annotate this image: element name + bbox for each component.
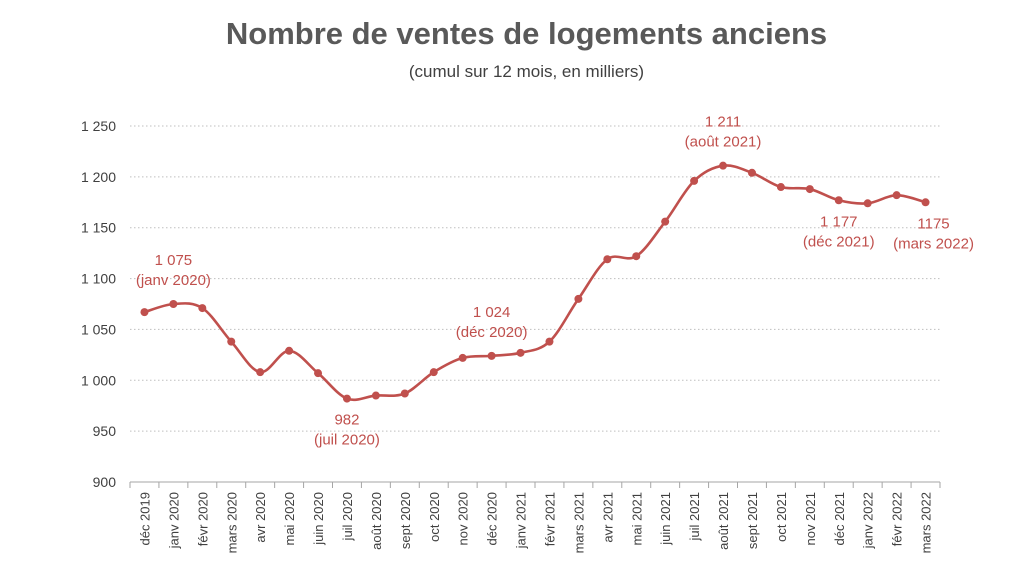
data-label-date: (juil 2020): [314, 432, 380, 449]
y-tick-label: 1 000: [81, 372, 116, 388]
x-tick-label: déc 2021: [832, 492, 847, 546]
data-point: [140, 308, 149, 317]
x-tick-label: oct 2021: [774, 492, 789, 542]
data-label-value: 1 075: [155, 252, 193, 269]
chart-title: Nombre de ventes de logements anciens: [225, 16, 828, 51]
data-point: [632, 252, 641, 261]
x-tick-label: août 2020: [369, 492, 384, 550]
x-tick-label: janv 2021: [514, 492, 529, 549]
x-tick-label: déc 2020: [485, 492, 500, 545]
x-tick-label: mai 2020: [282, 492, 297, 545]
data-point: [285, 346, 294, 355]
x-tick-label: déc 2019: [137, 492, 152, 546]
x-tick-label: juin 2021: [658, 492, 673, 546]
data-label-date: (août 2021): [685, 134, 762, 151]
data-label-date: (déc 2020): [456, 324, 528, 341]
y-tick-label: 1 100: [81, 271, 116, 287]
data-point: [487, 351, 496, 360]
x-tick-label: mars 2020: [224, 492, 239, 553]
x-tick-label: avr 2021: [600, 492, 615, 543]
x-tick-label: mars 2021: [571, 492, 586, 553]
data-label-value: 982: [334, 412, 359, 429]
data-point: [458, 353, 467, 362]
y-tick-label: 950: [93, 423, 117, 439]
x-tick-label: nov 2020: [456, 492, 471, 545]
data-label-value: 1 177: [820, 213, 858, 230]
data-label-date: (déc 2021): [803, 233, 875, 250]
x-tick-label: janv 2022: [861, 492, 876, 549]
data-point: [921, 198, 930, 207]
data-label-value: 1 211: [705, 114, 741, 131]
data-point: [227, 337, 236, 346]
data-point: [198, 304, 207, 313]
y-tick-label: 1 250: [81, 118, 116, 134]
x-tick-label: janv 2020: [166, 492, 181, 549]
y-tick-label: 900: [93, 474, 117, 490]
x-tick-label: mai 2021: [629, 492, 644, 545]
x-tick-label: sept 2020: [398, 492, 413, 549]
x-tick-label: nov 2021: [803, 492, 818, 546]
data-point: [574, 294, 583, 303]
data-point: [603, 255, 612, 264]
data-point: [314, 369, 323, 378]
data-point: [834, 196, 843, 205]
data-point: [805, 185, 814, 194]
data-point: [429, 368, 438, 377]
data-point: [371, 391, 380, 400]
data-point: [719, 161, 728, 170]
data-point: [661, 217, 670, 226]
x-tick-label: juin 2020: [311, 492, 326, 546]
data-point: [169, 300, 178, 308]
data-point: [892, 191, 901, 200]
series-line: [143, 164, 927, 402]
data-point: [776, 183, 785, 192]
data-point: [400, 389, 409, 398]
data-label-date: (mars 2022): [893, 235, 974, 252]
x-tick-label: juil 2020: [340, 492, 355, 541]
data-point: [256, 368, 265, 377]
data-point: [747, 168, 756, 177]
data-label-value: 1 024: [473, 304, 511, 321]
x-tick-label: févr 2022: [890, 492, 905, 546]
chart-subtitle: (cumul sur 12 mois, en milliers): [408, 62, 645, 81]
y-tick-label: 1 150: [81, 220, 116, 236]
y-tick-label: 1 050: [81, 321, 116, 337]
data-point: [545, 337, 554, 346]
x-tick-label: févr 2021: [542, 492, 557, 546]
data-point: [342, 394, 351, 403]
data-point: [863, 199, 872, 208]
x-tick-label: oct 2020: [427, 492, 442, 542]
x-tick-label: mars 2022: [919, 492, 934, 553]
x-tick-label: avr 2020: [253, 492, 268, 543]
data-point: [516, 348, 525, 357]
x-tick-label: juil 2021: [687, 492, 702, 541]
x-tick-label: févr 2020: [195, 492, 210, 546]
x-tick-label: août 2021: [716, 492, 731, 550]
y-tick-label: 1 200: [81, 169, 116, 185]
x-tick-label: sept 2021: [745, 492, 760, 549]
data-point: [690, 176, 699, 185]
data-label-date: (janv 2020): [136, 272, 211, 289]
data-label-value: 1175: [917, 215, 949, 232]
